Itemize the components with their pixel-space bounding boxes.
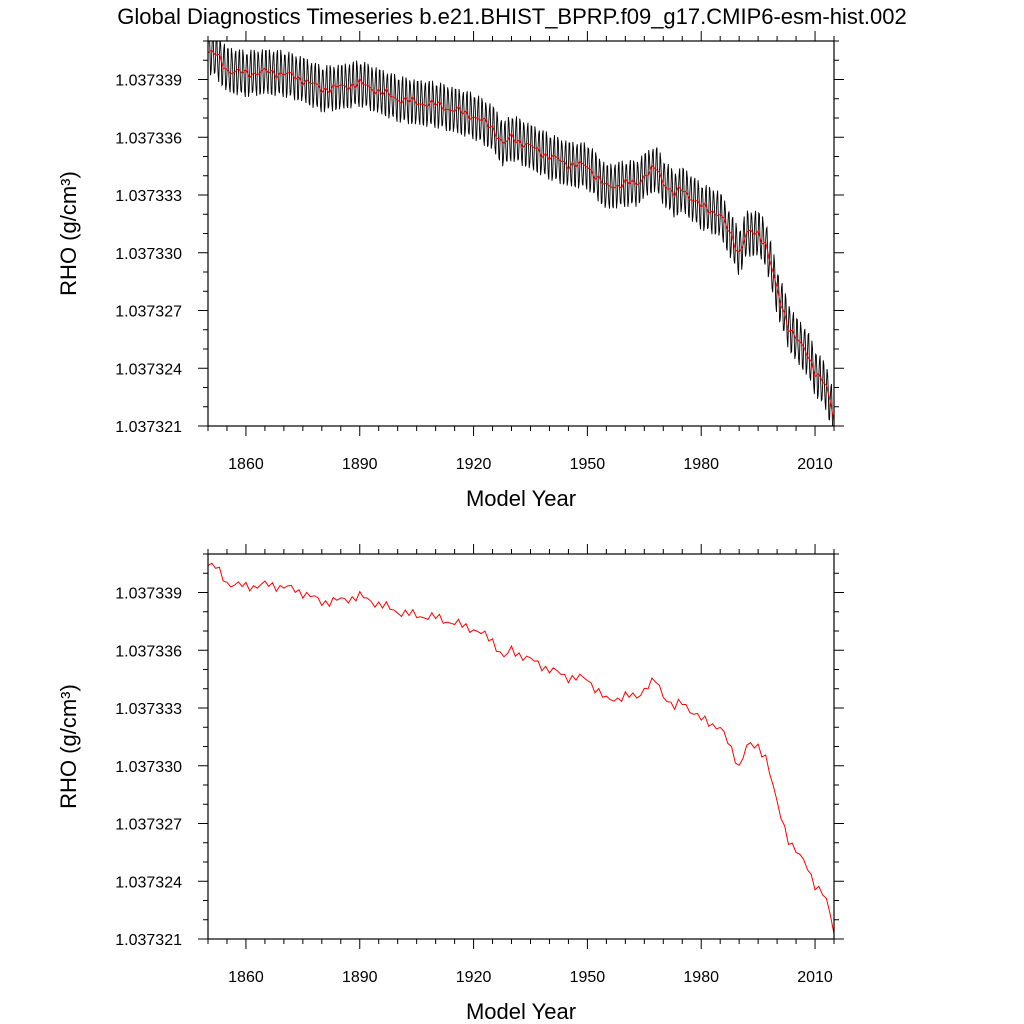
x-tick-label: 1890 [342,456,378,473]
y-tick-label: 1.037330 [115,246,182,263]
figure-title: Global Diagnostics Timeseries b.e21.BHIS… [117,4,907,29]
y-tick-label: 1.037327 [115,304,182,321]
y-tick-label: 1.037327 [115,817,182,834]
x-tick-label: 1950 [570,969,606,986]
x-axis-label: Model Year [466,999,576,1024]
y-tick-label: 1.037324 [115,361,182,378]
bottom-panel-frame [207,553,835,940]
top-panel-ticks [198,31,844,436]
x-tick-label: 1950 [570,456,606,473]
bottom-panel: 1860 1890 1920 1950 1980 2010 1.037321 1.037324… [56,544,844,1024]
monthly-series-line [208,41,833,426]
x-tick-label: 1860 [228,456,264,473]
y-tick-label: 1.037321 [115,932,182,949]
x-tick-label: 1860 [228,969,264,986]
annual-series-line [208,562,834,934]
bottom-panel-ticks [198,544,844,949]
x-axis-label: Model Year [466,486,576,511]
y-tick-label: 1.037333 [115,188,182,205]
top-panel-labels: 1860 1890 1920 1950 1980 2010 1.037321 1.037324… [56,73,833,512]
top-panel-series [208,41,834,426]
bottom-panel-series [208,562,834,934]
y-tick-label: 1.037339 [115,73,182,90]
y-axis-label: RHO (g/cm³) [56,171,81,296]
x-tick-label: 1920 [456,969,492,986]
y-tick-label: 1.037330 [115,759,182,776]
y-tick-label: 1.037336 [115,643,182,660]
y-tick-label: 1.037339 [115,586,182,603]
top-panel-frame [207,40,835,427]
y-tick-label: 1.037336 [115,130,182,147]
x-tick-label: 2010 [797,969,833,986]
x-tick-label: 1980 [683,969,719,986]
y-tick-label: 1.037333 [115,701,182,718]
x-tick-label: 2010 [797,456,833,473]
top-panel: 1860 1890 1920 1950 1980 2010 1.037321 1.037324… [56,31,844,512]
annual-series-line [208,49,834,421]
y-tick-label: 1.037321 [115,419,182,436]
x-tick-label: 1890 [342,969,378,986]
y-axis-label: RHO (g/cm³) [56,684,81,809]
x-tick-label: 1920 [456,456,492,473]
bottom-panel-labels: 1860 1890 1920 1950 1980 2010 1.037321 1.037324… [56,586,833,1024]
x-tick-label: 1980 [683,456,719,473]
y-tick-label: 1.037324 [115,874,182,891]
